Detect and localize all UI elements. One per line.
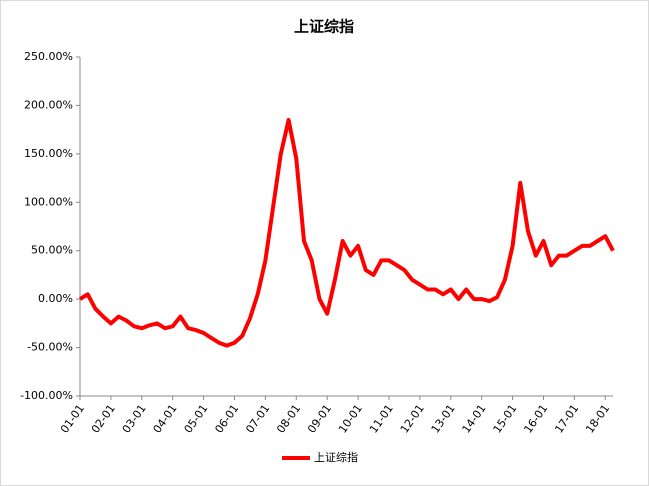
chart-title: 上证综指 bbox=[294, 18, 354, 36]
y-tick-label: -100.00% bbox=[20, 389, 73, 402]
y-tick-label: 200.00% bbox=[24, 98, 73, 111]
y-tick-label: -50.00% bbox=[27, 341, 73, 354]
y-tick-label: 50.00% bbox=[31, 244, 73, 257]
y-tick-label: 100.00% bbox=[24, 195, 73, 208]
line-series bbox=[78, 118, 615, 348]
legend-label: 上证综指 bbox=[314, 450, 358, 464]
y-tick-label: 0.00% bbox=[38, 292, 73, 305]
y-tick-label: 150.00% bbox=[24, 147, 73, 160]
y-tick-label: 250.00% bbox=[24, 50, 73, 63]
